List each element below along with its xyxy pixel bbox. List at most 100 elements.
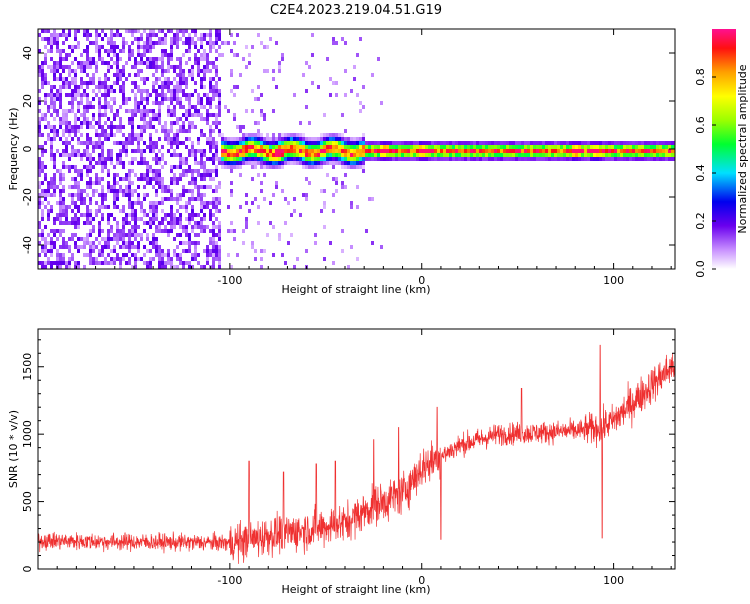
heatmap-cell: [572, 141, 575, 145]
heatmap-cell: [173, 225, 176, 229]
heatmap-cell: [527, 149, 530, 153]
heatmap-cell: [296, 153, 299, 157]
heatmap-cell: [224, 105, 227, 109]
heatmap-cell: [374, 149, 377, 153]
heatmap-cell: [179, 253, 182, 257]
heatmap-cell: [218, 33, 221, 37]
heatmap-cell: [257, 85, 260, 89]
heatmap-cell: [584, 145, 587, 149]
heatmap-cell: [65, 205, 68, 209]
heatmap-cell: [296, 257, 299, 261]
heatmap-cell: [578, 157, 581, 161]
heatmap-cell: [350, 165, 353, 169]
heatmap-cell: [65, 261, 68, 265]
heatmap-cell: [107, 77, 110, 81]
heatmap-cell: [164, 77, 167, 81]
heatmap-cell: [38, 241, 41, 245]
heatmap-cell: [71, 129, 74, 133]
heatmap-cell: [83, 245, 86, 249]
heatmap-cell: [110, 157, 113, 161]
heatmap-cell: [338, 149, 341, 153]
heatmap-cell: [41, 117, 44, 121]
heatmap-cell: [194, 253, 197, 257]
heatmap-cell: [158, 261, 161, 265]
heatmap-cell: [104, 193, 107, 197]
heatmap-cell: [92, 241, 95, 245]
heatmap-cell: [209, 69, 212, 73]
heatmap-cell: [194, 53, 197, 57]
heatmap-cell: [167, 29, 170, 33]
heatmap-cell: [95, 257, 98, 261]
heatmap-cell: [173, 93, 176, 97]
heatmap-cell: [140, 69, 143, 73]
heatmap-cell: [167, 53, 170, 57]
heatmap-cell: [131, 29, 134, 33]
heatmap-cell: [92, 141, 95, 145]
heatmap-cell: [182, 241, 185, 245]
heatmap-cell: [101, 253, 104, 257]
heatmap-cell: [161, 37, 164, 41]
heatmap-cell: [80, 101, 83, 105]
heatmap-cell: [593, 153, 596, 157]
heatmap-cell: [350, 141, 353, 145]
heatmap-cell: [179, 173, 182, 177]
heatmap-cell: [209, 217, 212, 221]
heatmap-cell: [197, 197, 200, 201]
heatmap-cell: [581, 149, 584, 153]
heatmap-cell: [86, 169, 89, 173]
heatmap-cell: [230, 165, 233, 169]
heatmap-cell: [113, 197, 116, 201]
heatmap-cell: [665, 157, 668, 161]
heatmap-cell: [89, 57, 92, 61]
heatmap-cell: [167, 61, 170, 65]
heatmap-cell: [134, 221, 137, 225]
heatmap-cell: [113, 117, 116, 121]
heatmap-cell: [107, 41, 110, 45]
heatmap-cell: [203, 93, 206, 97]
heatmap-cell: [185, 241, 188, 245]
heatmap-cell: [347, 137, 350, 141]
heatmap-cell: [191, 93, 194, 97]
heatmap-cell: [80, 65, 83, 69]
heatmap-cell: [107, 89, 110, 93]
heatmap-cell: [107, 69, 110, 73]
heatmap-cell: [179, 205, 182, 209]
heatmap-cell: [146, 45, 149, 49]
heatmap-cell: [566, 157, 569, 161]
heatmap-cell: [119, 161, 122, 165]
heatmap-cell: [44, 245, 47, 249]
heatmap-cell: [164, 229, 167, 233]
heatmap-cell: [203, 217, 206, 221]
heatmap-cell: [260, 145, 263, 149]
heatmap-cell: [155, 33, 158, 37]
heatmap-cell: [95, 245, 98, 249]
heatmap-cell: [656, 153, 659, 157]
heatmap-cell: [629, 141, 632, 145]
heatmap-cell: [182, 141, 185, 145]
heatmap-cell: [176, 257, 179, 261]
heatmap-cell: [152, 157, 155, 161]
heatmap-cell: [194, 149, 197, 153]
heatmap-cell: [158, 85, 161, 89]
heatmap-cell: [80, 97, 83, 101]
heatmap-cell: [170, 57, 173, 61]
heatmap-cell: [317, 145, 320, 149]
heatmap-cell: [230, 229, 233, 233]
heatmap-cell: [128, 177, 131, 181]
heatmap-cell: [482, 149, 485, 153]
heatmap-cell: [53, 61, 56, 65]
heatmap-cell: [146, 213, 149, 217]
heatmap-cell: [80, 237, 83, 241]
heatmap-cell: [131, 129, 134, 133]
heatmap-cell: [215, 209, 218, 213]
heatmap-cell: [359, 137, 362, 141]
heatmap-cell: [194, 225, 197, 229]
heatmap-cell: [182, 205, 185, 209]
heatmap-cell: [65, 81, 68, 85]
heatmap-cell: [179, 217, 182, 221]
heatmap-cell: [512, 141, 515, 145]
heatmap-cell: [65, 141, 68, 145]
heatmap-cell: [248, 149, 251, 153]
heatmap-cell: [65, 129, 68, 133]
heatmap-cell: [212, 77, 215, 81]
